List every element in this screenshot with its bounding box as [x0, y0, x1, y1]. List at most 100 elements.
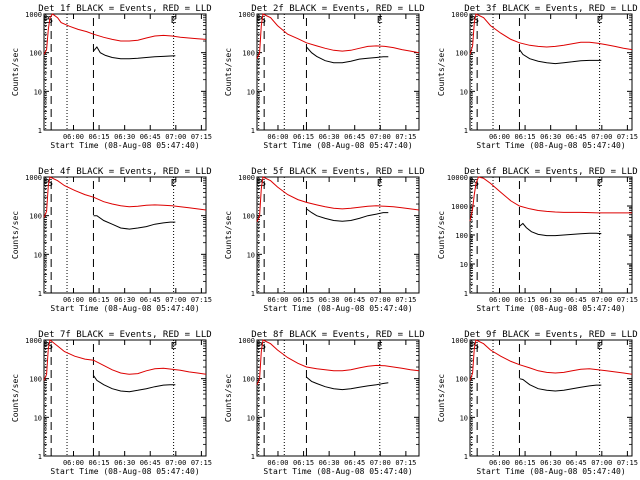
x-axis-label: Start Time (08-Aug-08 05:47:40) — [476, 141, 625, 150]
x-axis-label: Start Time (08-Aug-08 05:47:40) — [476, 304, 625, 313]
plot-frame — [256, 339, 420, 457]
panel-title: Det 4f BLACK = Events, RED = LLD — [38, 167, 211, 177]
y-tick-label: 100 — [455, 50, 468, 58]
interval-marker-label: E — [171, 15, 177, 26]
interval-marker-label: E — [377, 15, 383, 26]
events-series-line — [93, 215, 176, 230]
y-tick-label: 10 — [460, 261, 468, 269]
interval-marker-label: E — [43, 15, 49, 26]
x-tick-label: 06:45 — [140, 459, 161, 467]
x-tick-label: 06:45 — [344, 133, 365, 141]
y-tick-label: 100 — [455, 376, 468, 384]
panel-title: Det 7f BLACK = Events, RED = LLD — [38, 330, 211, 340]
plot-frame — [43, 339, 207, 457]
detector-panel: Det 5f BLACK = Events, RED = LLD 1 10 100 10… — [224, 167, 425, 313]
y-axis-label: Counts/sec — [11, 48, 20, 96]
x-axis-label: Start Time (08-Aug-08 05:47:40) — [263, 141, 412, 150]
interval-marker-label: S — [47, 341, 53, 352]
lld-series-line — [43, 176, 207, 218]
y-tick-label: 1 — [251, 453, 255, 461]
y-axis-label: Counts/sec — [437, 211, 446, 259]
plot-frame — [469, 13, 633, 131]
y-tick-label: 1000 — [238, 174, 255, 182]
lld-series-line — [256, 13, 420, 59]
y-axis-label: Counts/sec — [437, 48, 446, 96]
interval-marker-label: S — [473, 341, 479, 352]
y-tick-label: 1000 — [451, 337, 468, 345]
interval-marker-label: E — [597, 341, 603, 352]
events-series-line — [306, 376, 389, 391]
events-series-line — [93, 375, 176, 393]
panel-title: Det 6f BLACK = Events, RED = LLD — [464, 167, 637, 177]
y-tick-label: 1 — [464, 453, 468, 461]
x-tick-label: 06:30 — [114, 459, 135, 467]
x-tick-label: 06:30 — [540, 133, 561, 141]
x-tick-label: 06:45 — [344, 459, 365, 467]
interval-marker-label: E — [43, 341, 49, 352]
x-tick-label: 07:15 — [617, 459, 638, 467]
interval-marker-label: E — [171, 341, 177, 352]
y-tick-label: 1 — [38, 127, 42, 135]
y-tick-label: 10000 — [447, 174, 468, 182]
plot-frame — [469, 176, 633, 294]
x-tick-label: 06:45 — [344, 296, 365, 304]
x-tick-label: 06:15 — [293, 459, 314, 467]
x-tick-label: 06:00 — [267, 459, 288, 467]
y-tick-label: 1000 — [238, 11, 255, 19]
interval-marker-label: E — [469, 15, 475, 26]
panel-title: Det 5f BLACK = Events, RED = LLD — [251, 167, 424, 177]
detector-panel: Det 3f BLACK = Events, RED = LLD 1 10 100 10… — [437, 4, 638, 150]
events-series-line — [519, 378, 602, 392]
detector-panel: Det 1f BLACK = Events, RED = LLD 1 10 100 10… — [11, 4, 212, 150]
x-tick-label: 06:15 — [89, 296, 110, 304]
x-tick-label: 06:15 — [515, 296, 536, 304]
x-tick-label: 06:00 — [489, 459, 510, 467]
interval-marker-label: E — [171, 178, 177, 189]
x-axis-label: Start Time (08-Aug-08 05:47:40) — [50, 467, 199, 476]
detector-panel: Det 7f BLACK = Events, RED = LLD 1 10 100 10… — [11, 330, 212, 476]
x-tick-label: 07:00 — [591, 133, 612, 141]
x-tick-label: 07:15 — [617, 296, 638, 304]
y-tick-label: 10 — [34, 414, 42, 422]
panel-title: Det 9f BLACK = Events, RED = LLD — [464, 330, 637, 340]
x-tick-label: 06:30 — [319, 459, 340, 467]
y-tick-label: 1000 — [238, 337, 255, 345]
y-tick-label: 1 — [251, 127, 255, 135]
y-axis-label: Counts/sec — [437, 374, 446, 422]
plot-frame — [43, 13, 207, 131]
plot-frame — [43, 176, 207, 294]
x-tick-label: 06:15 — [515, 133, 536, 141]
y-tick-label: 1000 — [451, 203, 468, 211]
x-tick-label: 07:15 — [395, 459, 416, 467]
x-tick-label: 06:00 — [267, 133, 288, 141]
x-tick-label: 06:15 — [293, 296, 314, 304]
x-tick-label: 06:45 — [140, 133, 161, 141]
x-tick-label: 07:00 — [591, 459, 612, 467]
panel-title: Det 1f BLACK = Events, RED = LLD — [38, 4, 211, 14]
detector-panel: Det 6f BLACK = Events, RED = LLD 1 10 100 10… — [437, 167, 638, 313]
interval-marker-label: S — [473, 15, 479, 26]
x-tick-label: 07:15 — [191, 459, 212, 467]
detector-panel: Det 2f BLACK = Events, RED = LLD 1 10 100 10… — [224, 4, 425, 150]
panel-title: Det 2f BLACK = Events, RED = LLD — [251, 4, 424, 14]
x-tick-label: 07:15 — [395, 296, 416, 304]
interval-marker-label: E — [377, 178, 383, 189]
y-tick-label: 1 — [38, 453, 42, 461]
interval-marker-label: S — [47, 178, 53, 189]
x-tick-label: 07:00 — [165, 296, 186, 304]
y-tick-label: 10 — [247, 251, 255, 259]
x-axis-label: Start Time (08-Aug-08 05:47:40) — [263, 467, 412, 476]
x-tick-label: 06:45 — [566, 459, 587, 467]
events-series-line — [519, 49, 602, 65]
interval-marker-label: E — [256, 15, 262, 26]
y-tick-label: 10 — [247, 88, 255, 96]
lld-series-line — [256, 339, 420, 385]
y-axis-label: Counts/sec — [11, 211, 20, 259]
x-tick-label: 07:15 — [395, 133, 416, 141]
y-tick-label: 10 — [34, 88, 42, 96]
x-tick-label: 06:00 — [489, 296, 510, 304]
x-tick-label: 06:30 — [540, 296, 561, 304]
x-tick-label: 07:00 — [370, 133, 391, 141]
x-tick-label: 06:45 — [566, 296, 587, 304]
